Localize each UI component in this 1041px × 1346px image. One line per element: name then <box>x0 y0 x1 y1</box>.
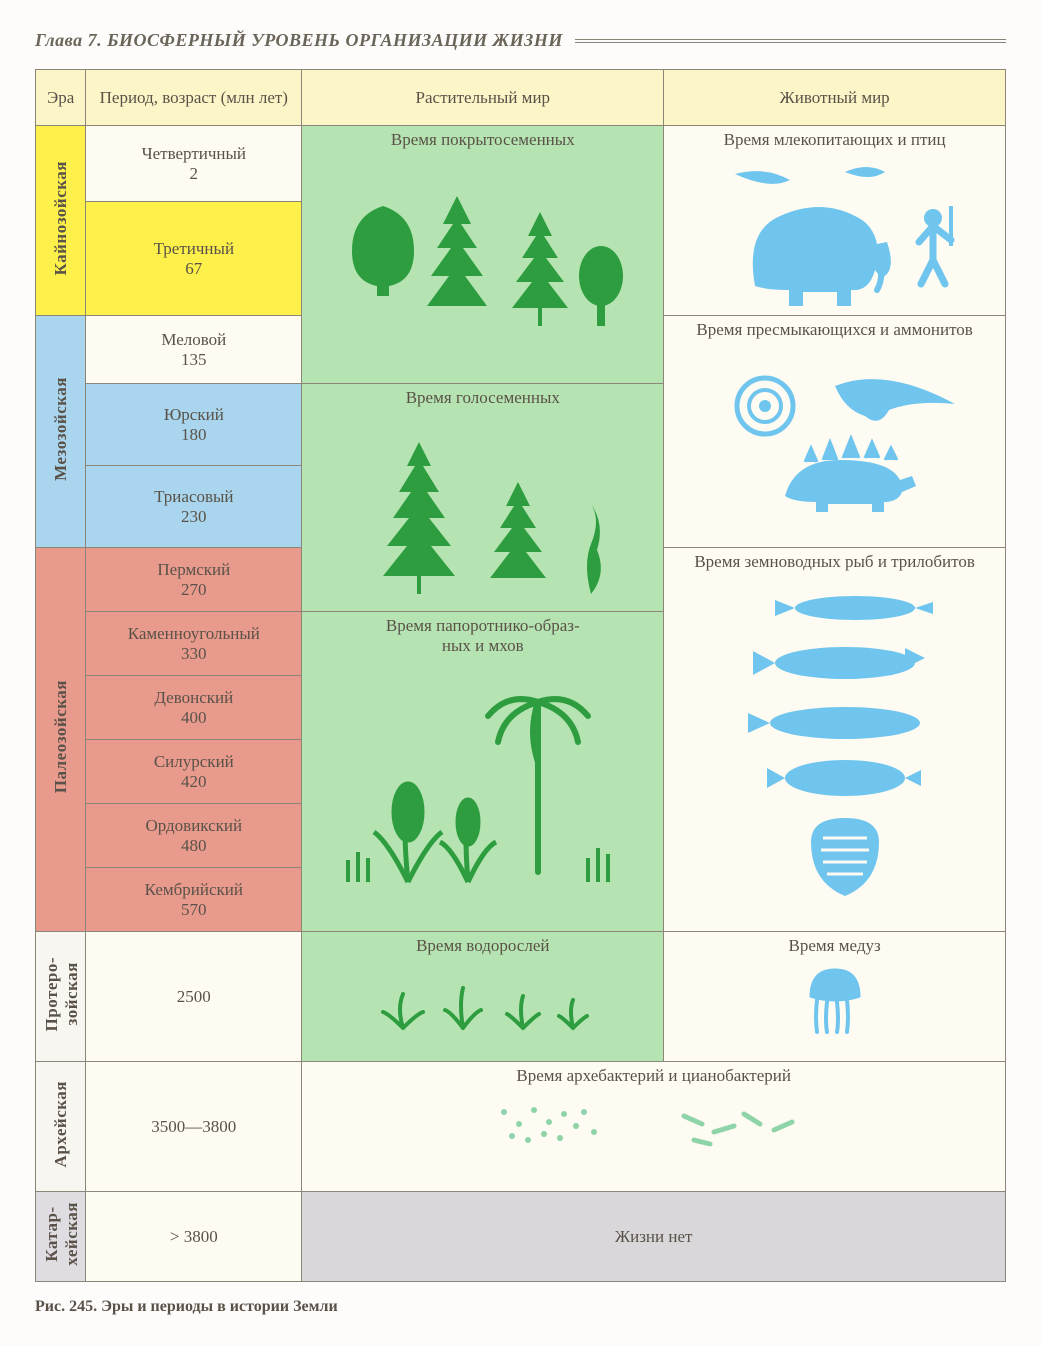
period-katarchean: > 3800 <box>86 1192 302 1282</box>
reptiles-ammonites-icon <box>670 346 999 516</box>
col-plants: Растительный мир <box>302 70 664 126</box>
period-quaternary: Четвертичный 2 <box>86 126 302 202</box>
period-cretaceous: Меловой 135 <box>86 316 302 384</box>
figure-caption: Рис. 245. Эры и периоды в истории Земли <box>35 1298 1006 1316</box>
table-header-row: Эра Период, возраст (млн лет) Растительн… <box>36 70 1006 126</box>
period-cambrian: Кембрийский 570 <box>86 868 302 932</box>
plants-mesozoic: Время голосеменных <box>302 384 664 612</box>
angiosperm-trees-icon <box>308 156 657 336</box>
period-tertiary: Третичный 67 <box>86 202 302 316</box>
life-archean: Время архебактерий и цианобактерий <box>302 1062 1006 1192</box>
period-archean: 3500—3800 <box>86 1062 302 1192</box>
col-era: Эра <box>36 70 86 126</box>
ferns-mosses-icon <box>308 662 657 892</box>
period-ordovician: Ордовикский 480 <box>86 804 302 868</box>
period-permian: Пермский 270 <box>86 548 302 612</box>
plants-proterozoic: Время водорослей <box>302 932 664 1062</box>
era-proterozoic: Протеро- зойская <box>36 932 86 1062</box>
bacteria-icon <box>308 1092 999 1152</box>
era-cenozoic: Кайнозойская <box>36 126 86 316</box>
geologic-table: Эра Период, возраст (млн лет) Растительн… <box>35 69 1006 1282</box>
plants-cenozoic: Время покрытосеменных <box>302 126 664 384</box>
period-proterozoic: 2500 <box>86 932 302 1062</box>
era-mesozoic: Мезозойская <box>36 316 86 548</box>
period-devonian: Девонский 400 <box>86 676 302 740</box>
life-katarchean: Жизни нет <box>302 1192 1006 1282</box>
era-archean: Архейская <box>36 1062 86 1192</box>
animals-cenozoic: Время млекопитающих и птиц <box>664 126 1006 316</box>
period-silurian: Силурский 420 <box>86 740 302 804</box>
era-paleozoic: Палеозойская <box>36 548 86 932</box>
animals-paleozoic: Время земноводных рыб и трилобитов <box>664 548 1006 932</box>
period-triassic: Триасовый 230 <box>86 466 302 548</box>
col-period: Период, возраст (млн лет) <box>86 70 302 126</box>
jellyfish-icon <box>670 962 999 1042</box>
fish-trilobites-icon <box>670 578 999 898</box>
gymnosperm-trees-icon <box>308 414 657 604</box>
chapter-header: Глава 7. БИОСФЕРНЫЙ УРОВЕНЬ ОРГАНИЗАЦИИ … <box>35 30 1006 51</box>
header-rule <box>575 39 1006 43</box>
animals-proterozoic: Время медуз <box>664 932 1006 1062</box>
era-katarchean: Катар- хейская <box>36 1192 86 1282</box>
col-animals: Животный мир <box>664 70 1006 126</box>
period-carboniferous: Каменноугольный 330 <box>86 612 302 676</box>
algae-icon <box>308 962 657 1032</box>
period-jurassic: Юрский 180 <box>86 384 302 466</box>
plants-paleozoic: Время папоротнико-образ- ных и мхов <box>302 612 664 932</box>
mammals-birds-icon <box>670 156 999 306</box>
chapter-title: Глава 7. БИОСФЕРНЫЙ УРОВЕНЬ ОРГАНИЗАЦИИ … <box>35 30 563 51</box>
animals-mesozoic: Время пресмыкающихся и аммонитов <box>664 316 1006 548</box>
